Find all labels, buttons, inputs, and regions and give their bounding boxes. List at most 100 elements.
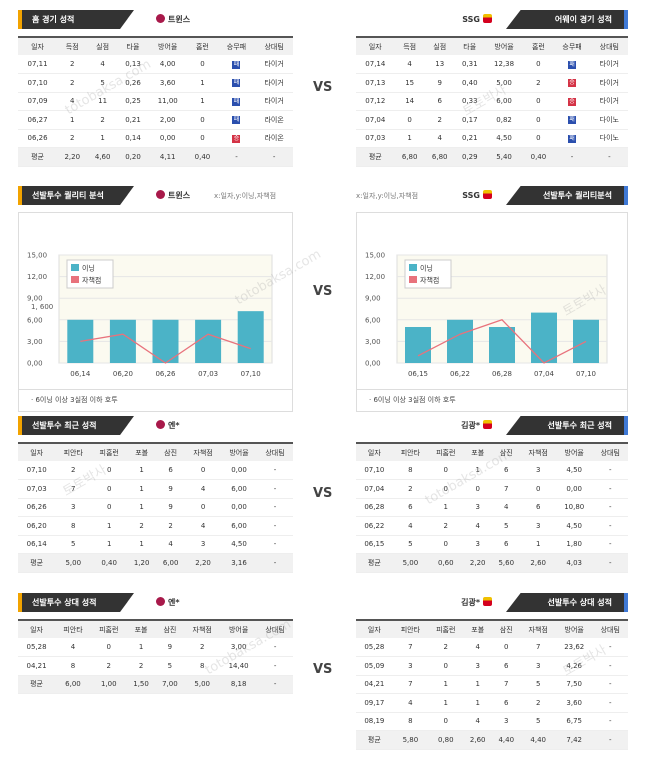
average-cell: 0,40 [187, 147, 218, 167]
result-badge: 패 [568, 134, 577, 143]
column-header: 피홈런 [428, 619, 464, 638]
line-earned-runs [417, 319, 587, 364]
column-header: 피안타 [392, 442, 429, 461]
table-cell: 7,50 [555, 675, 593, 694]
table-cell: 0 [428, 712, 464, 731]
table-header-row: 일자 피안타 피홈런 포볼 삼진 자책점 방어율 상대팀 [18, 442, 293, 461]
table-cell: 0 [463, 479, 492, 499]
ssg-logo-icon [483, 597, 492, 606]
table-row: 04,21 7 1 1 7 5 7,50- [356, 675, 628, 694]
x-tick-label: 06,15 [408, 370, 428, 378]
table-cell: 6 [424, 92, 455, 111]
table-cell: 타이거 [255, 55, 293, 74]
table-cell: 1 [428, 498, 464, 517]
average-cell: 0,40 [523, 147, 554, 167]
table-cell: 5 [491, 516, 521, 536]
table-cell: 0 [523, 55, 554, 74]
table-row: 07,13 15 9 0,40 5,00 2 승 타이거 [356, 73, 628, 93]
table-cell: 3 [463, 656, 492, 676]
legend-swatch-innings [409, 264, 417, 271]
average-row: 평균 5,00 0,40 1,20 6,00 2,20 3,16- [18, 553, 293, 573]
x-tick-label: 07,03 [198, 370, 218, 378]
table-cell: 2 [90, 656, 127, 676]
average-row: 평균 5,00 0,60 2,20 5,60 2,60 4,03- [356, 553, 628, 573]
table-cell: 7 [491, 675, 521, 694]
average-cell: 5,40 [484, 147, 524, 167]
table-cell: - [257, 656, 293, 676]
legend-label: 이닝 [420, 264, 433, 273]
x-tick-label: 06,20 [113, 370, 133, 378]
average-cell: 6,00 [55, 675, 91, 694]
table-cell: 5,00 [484, 73, 524, 93]
result-cell: 승 [217, 129, 256, 148]
table-cell: 0 [428, 461, 464, 480]
table-cell: 4 [156, 535, 186, 554]
chart-axis-note: x:일자,y:이닝,자책점 [214, 192, 277, 200]
table-header-row: 일자 득점 실점 타율 방어율 홈런 승무패 상대팀 [356, 36, 628, 55]
table-cell: 06,26 [18, 498, 56, 517]
recent-left-panel: 선발투수 최근 성적 엔* 일자 피안타 피홈런 포볼 삼진 자책점 방어율 상대팀 07,10… [18, 416, 293, 573]
table-cell: 0 [187, 110, 218, 130]
column-header: 피홈런 [428, 442, 464, 461]
table-cell: 2 [392, 479, 429, 499]
table-cell: 2 [428, 638, 464, 657]
column-header: 포볼 [127, 442, 157, 461]
x-tick-label: 07,04 [534, 370, 555, 378]
table-cell: 다이노 [590, 129, 628, 148]
table-cell: 0 [520, 479, 556, 499]
column-header: 일자 [18, 36, 58, 55]
column-header: 홈런 [523, 36, 554, 55]
y-tick-label: 0,00 [365, 360, 381, 368]
recent-left-title: 선발투수 최근 성적 [18, 416, 134, 435]
average-cell: 4,60 [87, 147, 118, 167]
table-cell: 4 [87, 55, 118, 74]
table-cell: 4 [185, 479, 222, 499]
table-row: 05,28 7 2 4 0 7 23,62- [356, 638, 628, 657]
table-cell: 4 [392, 516, 429, 536]
quality-left-chart: 0,00 3,00 6,00 9,00 12,00 15,00 06,14 06,20 06,2… [18, 212, 293, 390]
y-tick-label: 6,00 [27, 316, 43, 324]
table-cell: 7 [491, 479, 521, 499]
average-cell: 0,80 [428, 730, 464, 750]
legend-swatch-earned-runs [71, 276, 79, 283]
table-cell: 09,17 [356, 693, 393, 713]
table-cell: 1 [520, 535, 556, 554]
average-cell: 평균 [356, 730, 393, 750]
average-row: 평균 6,80 6,80 0,29 5,40 0,40- - [356, 147, 628, 167]
table-cell: 1 [127, 535, 157, 554]
table-row: 07,03 7 0 1 9 4 6,00- [18, 479, 293, 499]
table-row: 07,04 2 0 0 7 0 0,00- [356, 479, 628, 499]
table-cell: 1 [127, 461, 157, 480]
table-cell: - [592, 461, 628, 480]
table-cell: 타이거 [590, 55, 628, 74]
table-cell: 11 [87, 92, 118, 111]
table-cell: 3,60 [555, 693, 593, 713]
average-cell: 평균 [356, 553, 393, 573]
table-cell: 7 [392, 638, 429, 657]
table-cell: 0 [394, 110, 425, 130]
table-cell: 2 [184, 638, 221, 657]
average-cell: 5,00 [392, 553, 429, 573]
legend-swatch-earned-runs [409, 276, 417, 283]
table-cell: 다이노 [590, 110, 628, 130]
table-cell: 7 [392, 675, 429, 694]
table-row: 05,28 4 0 1 9 2 3,00- [18, 638, 293, 657]
average-cell: 0,40 [91, 553, 128, 573]
table-cell: 10,80 [555, 498, 593, 517]
average-cell: 5,60 [491, 553, 521, 573]
table-cell: 07,04 [356, 479, 393, 499]
table-row: 06,14 5 1 1 4 3 4,50- [18, 535, 293, 554]
table-cell: 2 [87, 110, 118, 130]
average-cell: 평균 [18, 675, 56, 694]
table-cell: - [257, 638, 293, 657]
recent-right-pitcher: 김광* [461, 419, 492, 432]
quality-right-title: 선발투수 퀄리티분석 [506, 186, 628, 205]
table-cell: 4 [463, 712, 492, 731]
table-cell: 2 [424, 110, 455, 130]
column-header: 포볼 [463, 442, 492, 461]
table-cell: 4 [424, 129, 455, 148]
quality-left-team: 트윈스 [156, 189, 190, 202]
table-cell: 0,17 [454, 110, 485, 130]
result-badge: 패 [232, 116, 241, 125]
average-cell: 7,42 [555, 730, 593, 750]
